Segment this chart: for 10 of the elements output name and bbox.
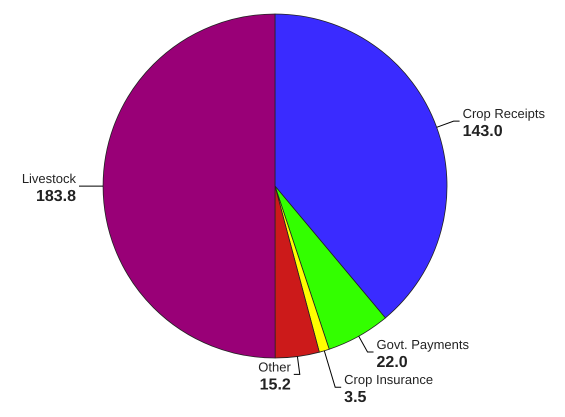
slice-label: Crop Insurance — [344, 372, 434, 388]
slice-label: Govt. Payments — [376, 336, 470, 352]
data-label: 22.0 — [376, 354, 408, 371]
slice-label: Livestock — [22, 171, 76, 186]
data-label: 3.5 — [344, 389, 367, 406]
data-label: 183.8 — [36, 188, 76, 206]
data-label: 143.0 — [462, 123, 503, 140]
slice-label: Crop Receipts — [462, 106, 546, 122]
data-label: 15.2 — [260, 376, 291, 394]
slice-label: Other — [258, 359, 292, 374]
